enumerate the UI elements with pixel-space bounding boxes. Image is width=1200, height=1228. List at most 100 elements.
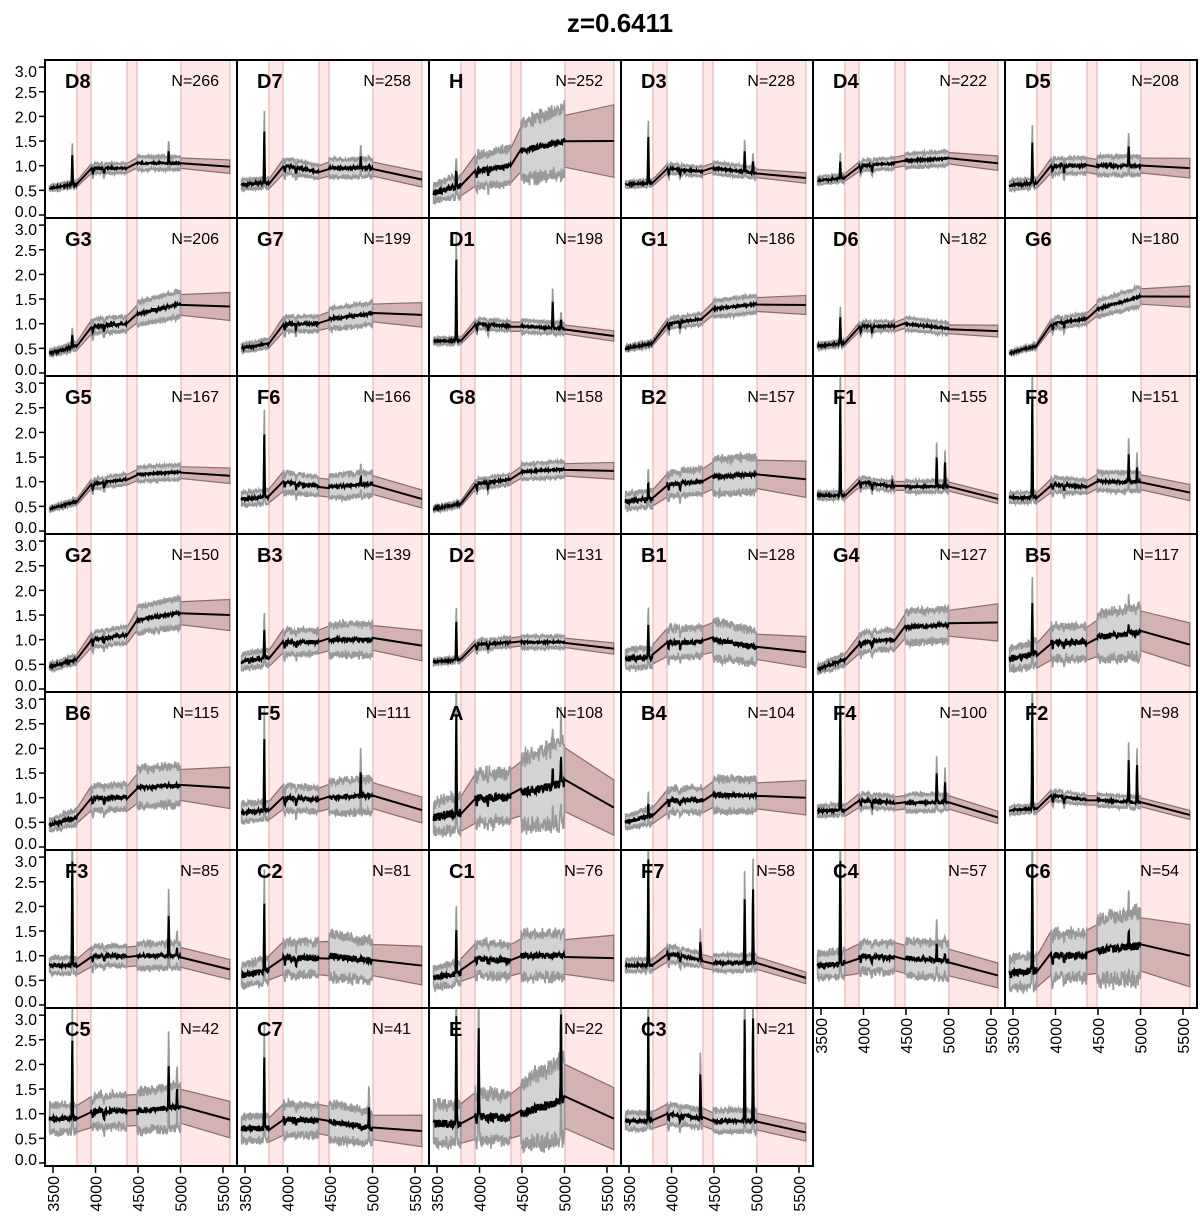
x-tick-label: 3500 [46,1176,63,1212]
panel-count-label: N=100 [939,705,987,722]
spectrum-panel: B3 N=139 [236,533,430,693]
masked-region-band [318,850,330,1008]
x-tick-label: 4500 [323,1176,340,1212]
masked-region-band [372,692,423,850]
spectrum-panel: F7 N=58 [620,849,814,1009]
panel-count-label: N=228 [747,73,795,90]
x-tick-label: 5500 [216,1176,233,1212]
mean-spectrum-line [1008,396,1191,503]
y-tick-label: 2.5 [15,717,37,734]
mean-spectrum-line [817,155,998,184]
masked-region-band [1086,60,1098,218]
masked-region-band [564,850,615,1008]
mean-spectrum-line [432,930,614,981]
masked-region-band [318,376,330,534]
panel-count-label: N=81 [372,863,411,880]
masked-region-band [564,218,615,376]
y-tick-label: 0.5 [15,183,37,200]
panel-count-label: N=115 [173,705,220,722]
error-band [816,850,846,982]
panel-count-label: N=158 [555,389,603,406]
mean-spectrum-line [48,861,231,971]
mean-spectrum-line [624,789,806,826]
spectrum-panel: F5 N=111 [236,691,430,851]
panel-label: B6 [65,703,91,725]
spectrum-panel: G6 N=180 [1004,217,1198,377]
panel-label: D2 [449,545,475,567]
panel-label: C6 [1025,861,1051,883]
masked-region-band [126,376,138,534]
masked-region-band [372,376,423,534]
x-tick-label: 3500 [1006,1018,1023,1054]
y-tick-label: 2.0 [15,899,37,916]
panel-count-label: N=131 [555,547,603,564]
spectrum-panel: C3 N=21 [620,1007,814,1167]
mean-spectrum-line [240,1057,422,1134]
mean-spectrum-line [816,861,999,977]
error-band [520,706,566,835]
error-band [328,1085,374,1149]
mean-spectrum-line [241,903,422,979]
error-band [90,312,128,341]
masked-region-band [756,376,807,534]
masked-region-band [702,692,714,850]
spectrum-panel: D7 N=258 [236,59,430,219]
masked-region-band [894,60,906,218]
x-tick-label: 5000 [558,1176,575,1212]
mean-spectrum-line [1008,292,1190,357]
panel-count-label: N=127 [939,547,987,564]
panel-label: B1 [641,545,667,567]
error-band [1096,132,1142,179]
mean-spectrum-line [816,317,998,350]
error-band [90,470,128,496]
y-tick-label: 0.0 [15,1152,37,1169]
spectrum-panel: A N=108 [428,691,622,851]
y-tick-label: 1.0 [15,791,37,808]
panel-label: F5 [257,703,280,725]
error-band [48,1008,78,1138]
x-tick-label: 4000 [665,1176,682,1212]
mean-spectrum-line [240,629,422,665]
panel-label: G5 [65,387,92,409]
error-band [816,376,846,504]
spectrum-panel: B6 N=115 [44,691,238,851]
mean-spectrum-line [624,137,806,189]
panel-label: F2 [1025,703,1048,725]
mean-spectrum-line [240,310,422,353]
error-band [712,858,758,976]
panel-count-label: N=128 [747,547,795,564]
x-tick-label: 5000 [750,1176,767,1212]
spectrum-panel: B4 N=104 [620,691,814,851]
masked-region-band [894,218,906,376]
panel-label: C4 [833,861,859,883]
spectrum-panel: G1 N=186 [620,217,814,377]
panel-label: G3 [65,229,92,251]
y-tick-label: 3.0 [15,222,37,239]
error-band [282,624,320,662]
panel-label: D5 [1025,71,1051,93]
mean-spectrum-line [240,434,423,504]
mean-spectrum-line [48,609,230,671]
spectrum-panel: F8 N=151 [1004,375,1198,535]
mean-spectrum-line [624,300,806,353]
masked-region-band [510,376,522,534]
masked-region-band [702,376,714,534]
masked-region-band [1086,376,1098,534]
masked-region-band [702,1008,714,1166]
y-tick-label: 2.5 [15,559,37,576]
panel-count-label: N=198 [555,231,603,248]
mean-spectrum-line [816,395,999,500]
y-tick-label: 1.5 [15,766,37,783]
panel-count-label: N=108 [555,705,603,722]
masked-region-band [126,1008,138,1166]
spectrum-panel: G4 N=127 [812,533,1006,693]
masked-region-band [180,376,231,534]
masked-region-band [756,692,807,850]
spectrum-panel: B1 N=128 [620,533,814,693]
y-tick-label: 0.5 [15,815,37,832]
error-band [858,317,896,340]
panel-label: G8 [449,387,476,409]
mean-spectrum-line [624,859,807,979]
panel-count-label: N=150 [171,547,219,564]
masked-region-band [372,60,423,218]
